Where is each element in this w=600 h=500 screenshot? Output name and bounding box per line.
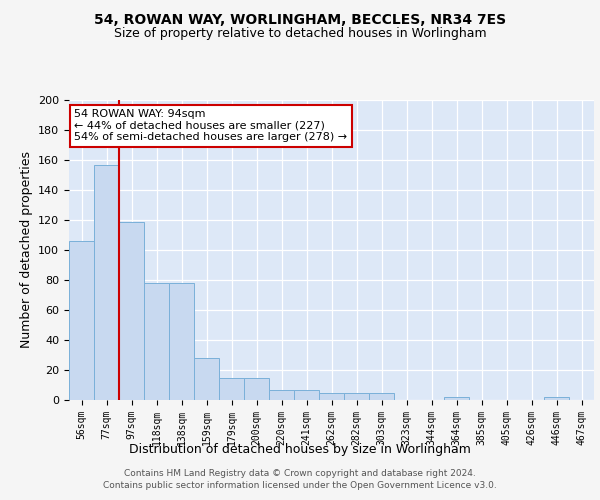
Bar — [319, 392, 344, 400]
Bar — [544, 397, 569, 400]
Bar — [269, 390, 294, 400]
Bar — [219, 378, 244, 400]
Bar — [119, 222, 144, 400]
Y-axis label: Number of detached properties: Number of detached properties — [20, 152, 32, 348]
Bar — [369, 392, 394, 400]
Text: Size of property relative to detached houses in Worlingham: Size of property relative to detached ho… — [113, 28, 487, 40]
Text: Distribution of detached houses by size in Worlingham: Distribution of detached houses by size … — [129, 442, 471, 456]
Bar — [194, 358, 219, 400]
Bar — [144, 283, 169, 400]
Bar — [169, 283, 194, 400]
Bar — [444, 397, 469, 400]
Text: Contains public sector information licensed under the Open Government Licence v3: Contains public sector information licen… — [103, 481, 497, 490]
Text: 54, ROWAN WAY, WORLINGHAM, BECCLES, NR34 7ES: 54, ROWAN WAY, WORLINGHAM, BECCLES, NR34… — [94, 12, 506, 26]
Text: 54 ROWAN WAY: 94sqm
← 44% of detached houses are smaller (227)
54% of semi-detac: 54 ROWAN WAY: 94sqm ← 44% of detached ho… — [74, 109, 347, 142]
Bar — [94, 164, 119, 400]
Bar — [69, 241, 94, 400]
Bar — [344, 392, 369, 400]
Text: Contains HM Land Registry data © Crown copyright and database right 2024.: Contains HM Land Registry data © Crown c… — [124, 468, 476, 477]
Bar — [244, 378, 269, 400]
Bar — [294, 390, 319, 400]
